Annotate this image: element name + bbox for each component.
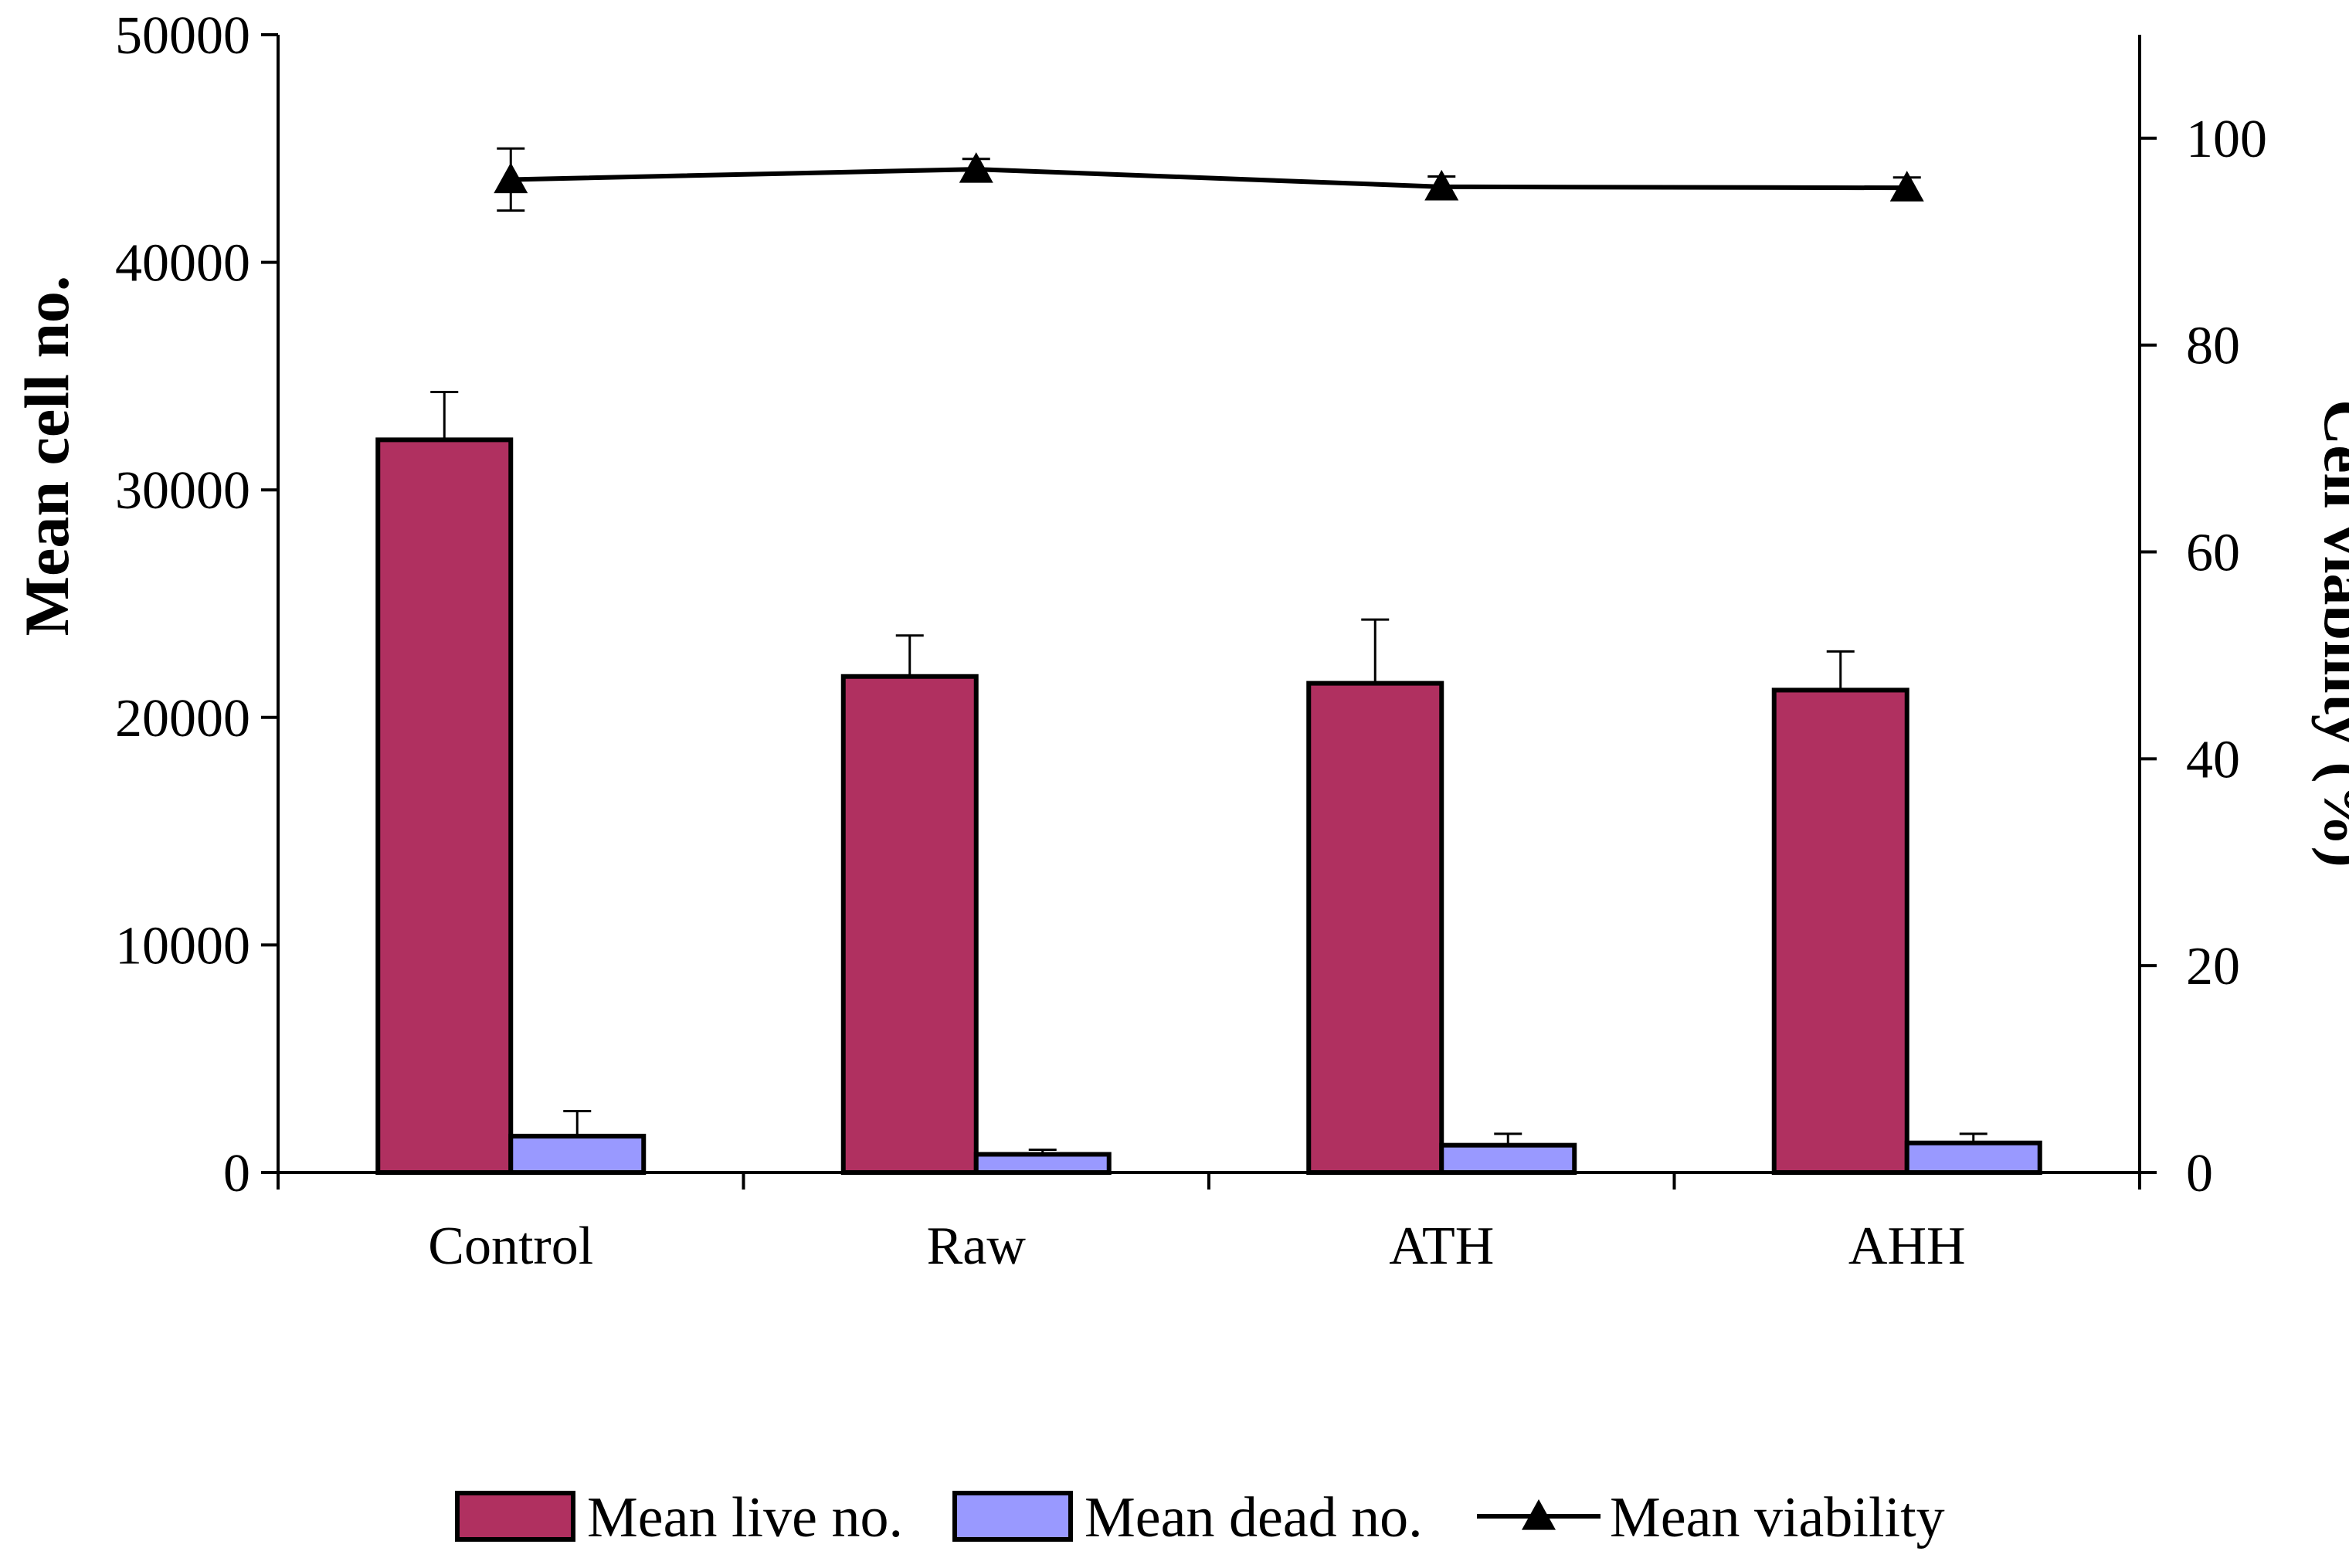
bar-live-control (375, 437, 514, 1175)
category-label-ath: ATH (1389, 1217, 1494, 1276)
left-tick-label: 0 (223, 1144, 250, 1203)
bar-dead-control (508, 1133, 647, 1176)
bar-dead-raw (973, 1152, 1112, 1176)
legend-triangle-icon (1522, 1499, 1556, 1530)
right-tick-label: 60 (2186, 524, 2240, 583)
category-label-raw: Raw (927, 1217, 1027, 1276)
legend-label-1: Mean dead no. (1085, 1486, 1423, 1549)
viability-point-ath (1424, 169, 1459, 201)
bar-live-ahh (1771, 687, 1909, 1175)
right-tick-label: 40 (2186, 730, 2240, 789)
viability-point-raw (959, 152, 993, 183)
left-tick-label: 30000 (115, 461, 250, 521)
right-tick-label: 0 (2186, 1144, 2213, 1203)
viability-point-control (494, 162, 528, 194)
bar-dead-ath (1439, 1142, 1577, 1175)
bar-live-raw (840, 674, 979, 1175)
left-tick-label: 10000 (115, 916, 250, 976)
left-tick-label: 50000 (115, 6, 250, 66)
legend-label-0: Mean live no. (587, 1486, 903, 1549)
right-tick-label: 100 (2186, 110, 2267, 169)
bar-live-ath (1306, 680, 1444, 1175)
viability-point-ahh (1889, 171, 1924, 202)
legend: Mean live no. Mean dead no. Mean viability (455, 1486, 1945, 1549)
left-tick-label: 40000 (115, 234, 250, 294)
left-tick-label: 20000 (115, 689, 250, 748)
legend-swatch-1 (952, 1491, 1073, 1542)
right-tick-label: 20 (2186, 937, 2240, 996)
viability-line (511, 167, 1907, 191)
legend-label-2: Mean viability (1610, 1486, 1945, 1549)
right-axis-title: Cell viability (%) (2311, 399, 2349, 867)
left-axis-title: Mean cell no. (12, 276, 82, 636)
plot-area: 0 10000 20000 30000 40000 50000 0 20 40 60 80 100 Co… (115, 6, 2267, 1276)
category-label-control: Control (428, 1217, 593, 1276)
bar-dead-ahh (1904, 1140, 2042, 1176)
legend-swatch-0 (455, 1491, 575, 1542)
category-label-ahh: AHH (1848, 1217, 1966, 1276)
right-tick-label: 80 (2186, 317, 2240, 376)
